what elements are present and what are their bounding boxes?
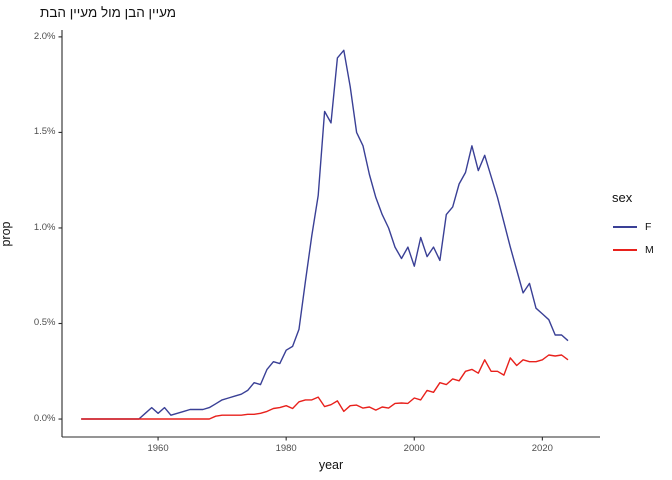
y-tick-label: 2.0% bbox=[33, 30, 56, 42]
y-tick-label: 1.0% bbox=[33, 221, 56, 233]
x-tick-label: 1960 bbox=[147, 443, 169, 454]
y-tick-label: 1.5% bbox=[33, 126, 56, 138]
legend-label-m: M bbox=[645, 243, 654, 256]
legend-entry-m: M bbox=[608, 238, 670, 261]
legend-entry-f: F bbox=[608, 215, 670, 238]
series-line-m bbox=[81, 354, 569, 420]
y-tick-label: 0.5% bbox=[33, 317, 56, 329]
y-tick-label: 0.0% bbox=[33, 413, 56, 425]
x-tick-label: 1980 bbox=[275, 443, 297, 454]
legend-key-line-f bbox=[613, 225, 637, 228]
legend-title: sex bbox=[612, 190, 633, 205]
x-tick-label: 2020 bbox=[531, 443, 553, 454]
legend-key-line-m bbox=[613, 248, 637, 251]
y-axis-label: prop bbox=[0, 221, 13, 247]
x-tick-label: 2000 bbox=[403, 443, 425, 454]
series-line-f bbox=[81, 49, 569, 420]
chart-title: מעיין הבן מול מעיין הבת bbox=[40, 5, 177, 20]
x-axis-label: year bbox=[318, 458, 344, 472]
legend-label-f: F bbox=[645, 220, 652, 233]
legend: sex F M bbox=[608, 190, 670, 261]
